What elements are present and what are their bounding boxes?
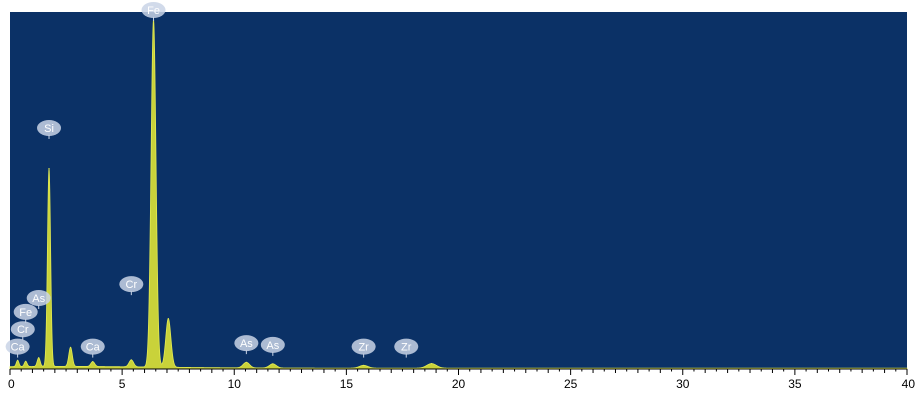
x-tick-label: 5	[119, 377, 126, 391]
element-label: Zr	[394, 338, 419, 358]
x-tick-label: 10	[228, 377, 242, 391]
element-label-bubble	[119, 276, 144, 293]
element-label-text: Ca	[11, 342, 26, 354]
element-label: As	[260, 336, 285, 356]
spectrum-peak	[272, 363, 274, 365]
element-label: As	[26, 290, 51, 310]
element-label-text: As	[266, 340, 279, 352]
spectrum-peak	[363, 364, 365, 366]
spectrum-trace	[9, 19, 908, 370]
element-label-bubble	[351, 338, 376, 355]
spectrum-peak	[245, 361, 247, 363]
element-label-text: Fe	[147, 5, 160, 17]
element-label-text: Cr	[126, 279, 138, 291]
spectrum-peak	[130, 359, 132, 361]
element-label-text: As	[32, 293, 45, 305]
x-tick-label: 35	[788, 377, 802, 391]
spectrum-peak	[38, 357, 40, 359]
element-label: Fe	[13, 303, 38, 323]
element-label-text: Si	[44, 123, 54, 135]
element-label-bubble	[80, 338, 105, 355]
spectrum-peak	[48, 168, 50, 170]
spectrum-peak	[167, 318, 169, 320]
element-label-text: Ca	[86, 342, 101, 354]
element-label-bubble	[234, 335, 259, 352]
element-label: Ca	[5, 338, 30, 358]
element-label: As	[234, 335, 259, 355]
element-label-bubble	[13, 303, 38, 320]
spectrum-peak	[17, 359, 19, 361]
plot-background	[10, 12, 907, 369]
x-axis: 0 5 10 15 20 25 30 35 40	[8, 368, 916, 391]
element-label-bubble	[10, 321, 35, 338]
element-label-bubble	[260, 336, 285, 353]
element-label-text: Zr	[358, 342, 369, 354]
element-label-text: As	[240, 338, 253, 350]
element-label-text: Zr	[401, 342, 412, 354]
spectrum-peak	[92, 361, 94, 363]
x-tick-label: 15	[340, 377, 354, 391]
element-label: Zr	[351, 338, 376, 358]
element-label: Cr	[119, 276, 144, 296]
element-label-text: Fe	[19, 307, 32, 319]
element-label: Si	[37, 119, 62, 139]
element-label-bubble	[141, 2, 166, 18]
element-label-bubble	[37, 119, 62, 136]
x-tick-label: 40	[902, 377, 916, 391]
element-label-bubble	[5, 338, 30, 355]
x-tick-label: 20	[452, 377, 466, 391]
x-tick-label: 25	[564, 377, 578, 391]
element-label-text: Cr	[17, 324, 29, 336]
spectrum-peak	[69, 346, 72, 348]
spectrum-peak	[25, 360, 27, 362]
x-tick-label: 0	[8, 377, 15, 391]
x-tick-label: 30	[676, 377, 690, 391]
element-label-bubble	[394, 338, 419, 355]
element-label: Ca	[80, 338, 105, 358]
element-label: Fe	[141, 2, 166, 21]
spectrum-peak	[430, 363, 433, 365]
element-label-bubble	[26, 290, 51, 307]
